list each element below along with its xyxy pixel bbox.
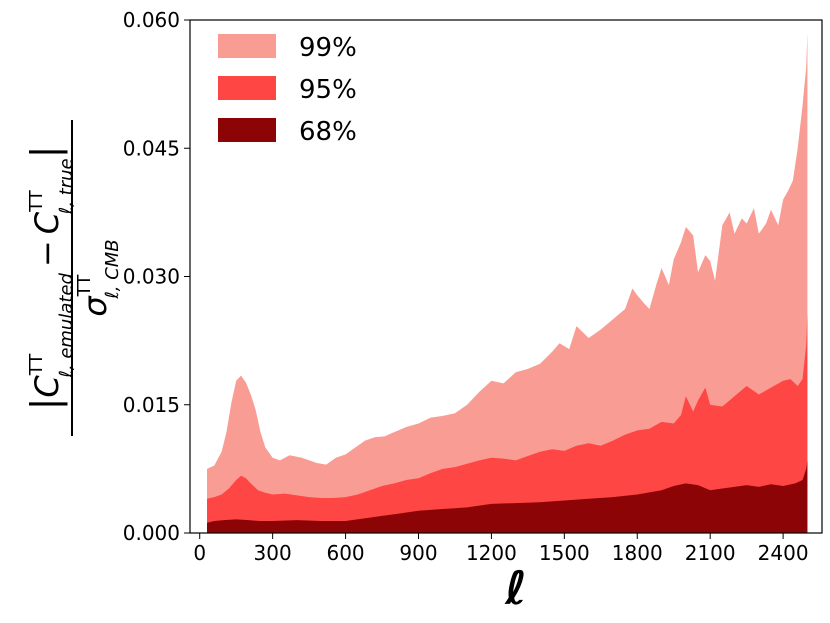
x-tick-label: 0 bbox=[193, 541, 206, 565]
x-tick-label: 1200 bbox=[466, 541, 517, 565]
legend-swatch-99pct bbox=[218, 34, 276, 58]
y-tick-label: 0.030 bbox=[123, 265, 180, 289]
ticks-layer: 0 300 600 900 1200 1500 1800 2100 2400 0.000 0.015… bbox=[123, 8, 809, 565]
y-axis-label-denominator: σTT ℓ, CMB bbox=[74, 239, 123, 316]
y-axis-label: |CTT ℓ, emulated−CTT ℓ, true| σTT ℓ, CMB bbox=[23, 120, 123, 436]
y-axis-label-numerator: |CTT ℓ, emulated−CTT ℓ, true| bbox=[23, 146, 77, 411]
x-tick-label: 600 bbox=[326, 541, 364, 565]
area-series-68pct bbox=[207, 460, 808, 533]
y-tick-label: 0.060 bbox=[123, 8, 180, 32]
x-axis-label: ℓ bbox=[504, 561, 527, 615]
y-tick-label: 0.045 bbox=[123, 136, 180, 160]
x-tick-label: 900 bbox=[399, 541, 437, 565]
legend-swatch-68pct bbox=[218, 118, 276, 142]
legend-label-99pct: 99% bbox=[299, 33, 357, 63]
x-tick-label: 1500 bbox=[539, 541, 590, 565]
area-series-95pct bbox=[207, 312, 808, 533]
legend-label-95pct: 95% bbox=[299, 75, 357, 105]
x-tick-label: 2400 bbox=[758, 541, 809, 565]
y-tick-label: 0.015 bbox=[123, 393, 180, 417]
y-tick-label: 0.000 bbox=[123, 521, 180, 545]
legend-label-68pct: 68% bbox=[299, 117, 357, 147]
area-series-99pct bbox=[207, 32, 808, 533]
legend-swatch-95pct bbox=[218, 76, 276, 100]
x-tick-label: 2100 bbox=[685, 541, 736, 565]
x-tick-label: 300 bbox=[254, 541, 292, 565]
series-layer bbox=[207, 32, 808, 533]
legend: 99% 95% 68% bbox=[218, 33, 357, 147]
x-tick-label: 1800 bbox=[612, 541, 663, 565]
